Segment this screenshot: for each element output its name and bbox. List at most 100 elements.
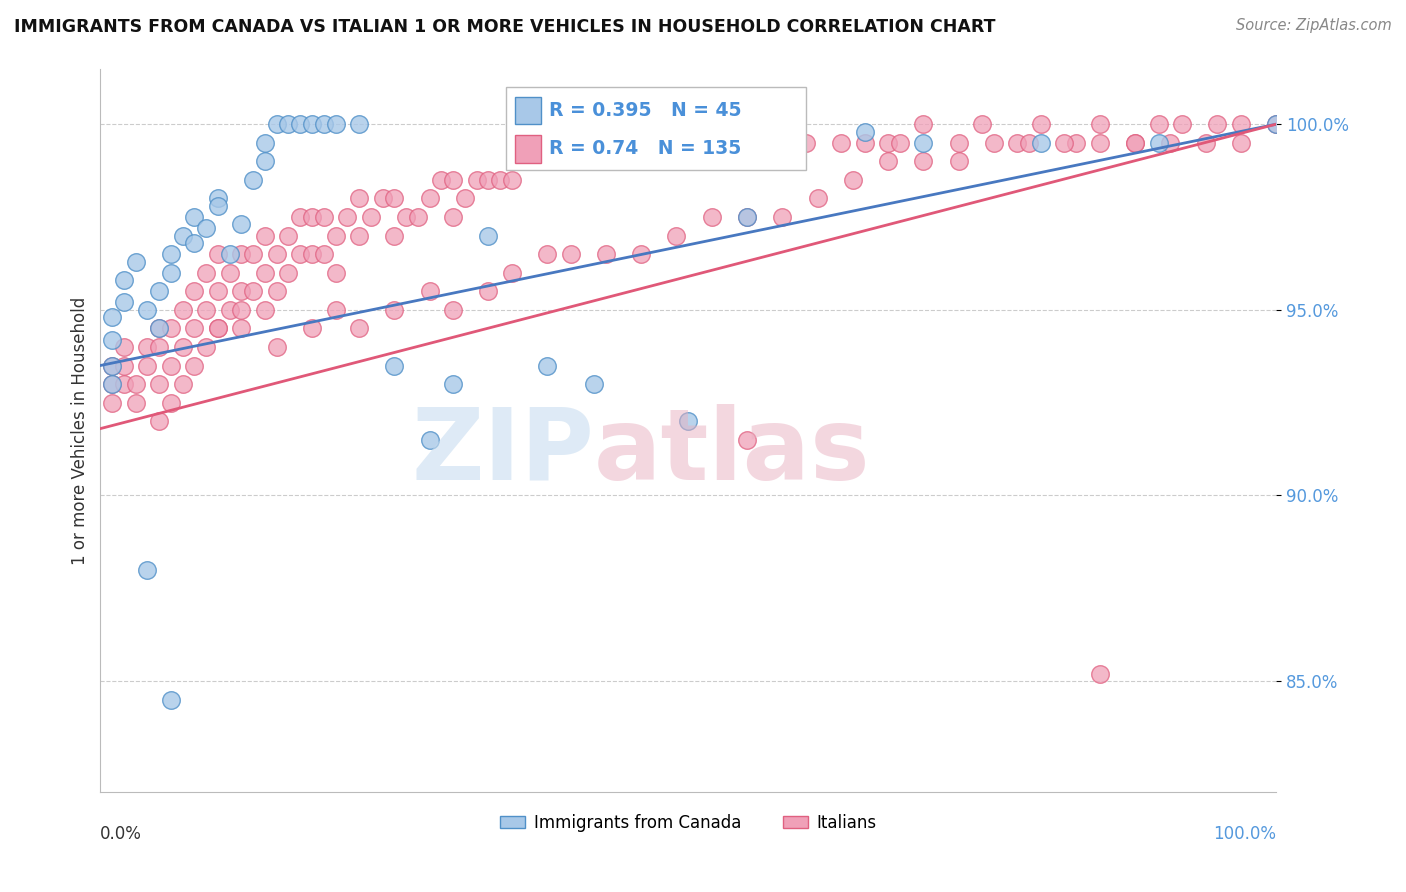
- Point: [266, 340, 288, 354]
- Point: [183, 321, 205, 335]
- Point: [441, 210, 464, 224]
- Point: [735, 433, 758, 447]
- Point: [1007, 136, 1029, 150]
- Point: [595, 247, 617, 261]
- Point: [301, 210, 323, 224]
- Point: [231, 321, 253, 335]
- Point: [112, 359, 135, 373]
- Point: [231, 285, 253, 299]
- Point: [606, 136, 628, 150]
- Point: [548, 136, 571, 150]
- Point: [724, 136, 747, 150]
- Text: 0.0%: 0.0%: [100, 825, 142, 843]
- Point: [477, 285, 499, 299]
- Point: [489, 173, 512, 187]
- Point: [336, 210, 359, 224]
- Point: [948, 154, 970, 169]
- Point: [972, 117, 994, 131]
- Point: [136, 563, 159, 577]
- Point: [830, 136, 852, 150]
- Point: [112, 377, 135, 392]
- Point: [253, 228, 276, 243]
- Point: [877, 136, 900, 150]
- Point: [207, 321, 229, 335]
- Point: [148, 377, 170, 392]
- Point: [700, 136, 723, 150]
- Point: [477, 228, 499, 243]
- Point: [301, 247, 323, 261]
- Text: R = 0.395   N = 45: R = 0.395 N = 45: [550, 101, 742, 120]
- Point: [347, 117, 370, 131]
- Point: [571, 136, 593, 150]
- Point: [277, 266, 299, 280]
- Point: [218, 266, 240, 280]
- Point: [430, 173, 453, 187]
- Point: [325, 228, 347, 243]
- Point: [441, 173, 464, 187]
- Point: [382, 302, 405, 317]
- Point: [183, 235, 205, 250]
- Point: [172, 228, 194, 243]
- Point: [983, 136, 1005, 150]
- Point: [382, 191, 405, 205]
- Point: [654, 136, 676, 150]
- Point: [112, 273, 135, 287]
- Point: [231, 218, 253, 232]
- Point: [382, 228, 405, 243]
- Point: [160, 321, 183, 335]
- Point: [148, 340, 170, 354]
- Point: [253, 302, 276, 317]
- Point: [148, 321, 170, 335]
- Text: 100.0%: 100.0%: [1213, 825, 1277, 843]
- Point: [312, 247, 335, 261]
- Point: [770, 210, 793, 224]
- Point: [207, 321, 229, 335]
- Point: [312, 117, 335, 131]
- Point: [312, 210, 335, 224]
- Point: [112, 295, 135, 310]
- Point: [301, 321, 323, 335]
- Point: [853, 136, 876, 150]
- Point: [301, 117, 323, 131]
- Point: [889, 136, 911, 150]
- Point: [195, 266, 218, 280]
- Point: [536, 154, 558, 169]
- Point: [101, 377, 124, 392]
- Point: [136, 359, 159, 373]
- Point: [218, 302, 240, 317]
- Point: [1053, 136, 1076, 150]
- Point: [172, 302, 194, 317]
- Text: atlas: atlas: [595, 404, 870, 500]
- Point: [183, 285, 205, 299]
- Point: [195, 221, 218, 235]
- Point: [382, 359, 405, 373]
- Point: [735, 210, 758, 224]
- Point: [1265, 117, 1288, 131]
- Point: [441, 377, 464, 392]
- Point: [842, 173, 865, 187]
- Point: [454, 191, 477, 205]
- Point: [630, 247, 652, 261]
- Point: [1147, 136, 1170, 150]
- Point: [101, 377, 124, 392]
- Text: R = 0.74   N = 135: R = 0.74 N = 135: [550, 139, 742, 159]
- Point: [148, 414, 170, 428]
- Point: [700, 210, 723, 224]
- Point: [124, 377, 146, 392]
- Point: [1230, 136, 1253, 150]
- Point: [1064, 136, 1087, 150]
- Point: [290, 247, 312, 261]
- Point: [419, 433, 441, 447]
- Point: [948, 136, 970, 150]
- Point: [277, 117, 299, 131]
- Point: [266, 247, 288, 261]
- Point: [477, 173, 499, 187]
- Point: [806, 191, 828, 205]
- Point: [1029, 136, 1052, 150]
- Point: [347, 228, 370, 243]
- Point: [560, 247, 582, 261]
- Point: [441, 302, 464, 317]
- Point: [665, 228, 688, 243]
- Point: [583, 377, 606, 392]
- Point: [124, 395, 146, 409]
